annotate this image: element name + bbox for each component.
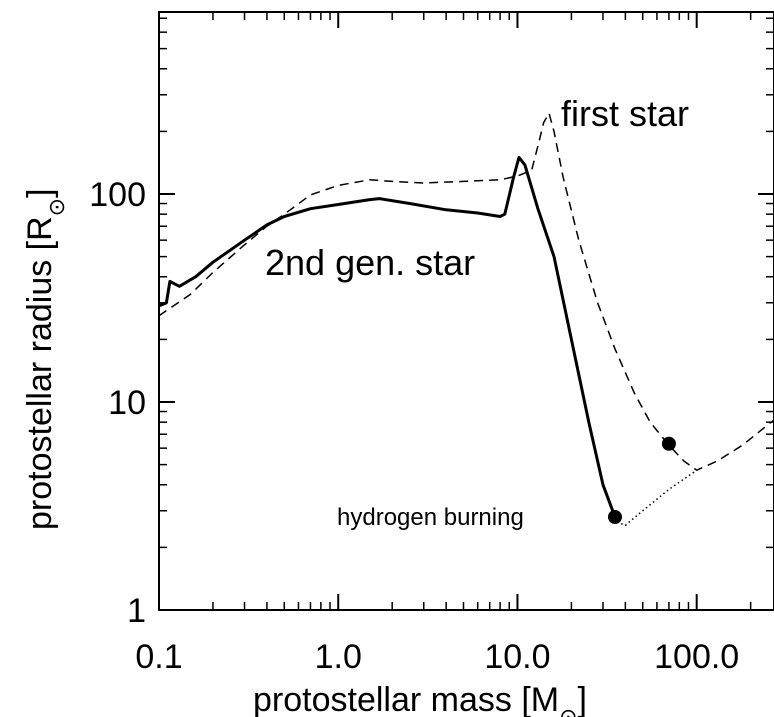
- series-layer: [158, 112, 774, 527]
- hydrogen-burning-marker: [661, 436, 676, 451]
- y-axis-title-subscript: ⊙: [44, 198, 69, 216]
- x-axis-title-text: protostellar mass [M: [253, 681, 559, 717]
- x-tick-label: 0.1: [135, 638, 182, 676]
- x-axis-title: protostellar mass [M⊙]: [253, 681, 587, 717]
- series-line-dotted-track: [614, 469, 698, 527]
- x-axis-title-subscript: ⊙: [559, 704, 577, 717]
- x-tick-label: 10.0: [484, 638, 550, 676]
- y-tick-label: 1: [127, 592, 146, 630]
- y-axis-title: protostellar radius [R⊙]: [21, 188, 69, 530]
- annotation-hydrogen-burning: hydrogen burning: [337, 504, 524, 531]
- y-axis-title-close: ]: [21, 188, 59, 197]
- plot-frame: [158, 11, 774, 611]
- y-tick-label: 100: [89, 176, 146, 214]
- series-line-second-gen-star: [158, 155, 617, 518]
- series-line-first-star: [158, 112, 774, 471]
- hydrogen-burning-marker: [607, 509, 622, 524]
- x-tick-label: 1.0: [315, 638, 362, 676]
- marker-layer: [607, 436, 676, 524]
- annotation-second-gen-star: 2nd gen. star: [265, 242, 475, 283]
- annotation-first-star: first star: [561, 93, 689, 134]
- x-tick-label: 100.0: [654, 638, 739, 676]
- x-axis-title-close: ]: [578, 681, 587, 717]
- axis-ticks: 0.1 1.0 10.0 100.0 1 10 100: [89, 12, 774, 676]
- y-tick-label: 10: [108, 384, 146, 422]
- y-axis-title-text: protostellar radius [R: [21, 216, 59, 530]
